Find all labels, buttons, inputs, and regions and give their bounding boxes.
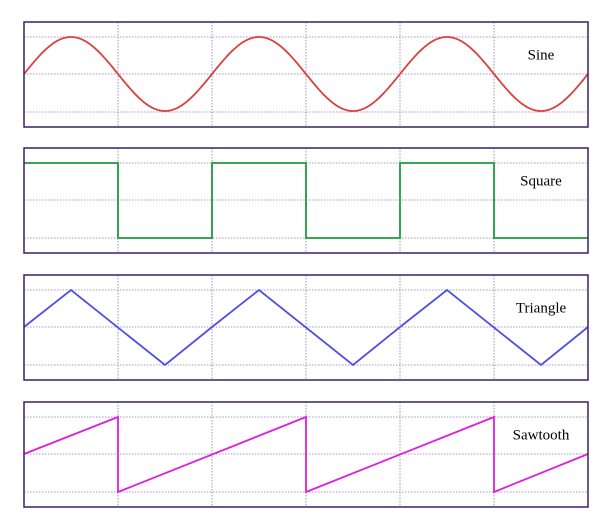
- waveform-label: Square: [520, 173, 562, 189]
- waveform: [24, 162, 588, 239]
- waveform-label: Sawtooth: [513, 427, 570, 443]
- waveform: [23, 288, 589, 367]
- panel-frame: [23, 401, 589, 508]
- waveform: [23, 36, 589, 112]
- waveform-label: Sine: [528, 47, 555, 63]
- waveform-label: Triangle: [516, 300, 567, 316]
- panel-frame: [23, 21, 589, 128]
- waveform: [23, 415, 589, 494]
- panel-frame: [23, 147, 589, 254]
- panel-frame: [23, 274, 589, 381]
